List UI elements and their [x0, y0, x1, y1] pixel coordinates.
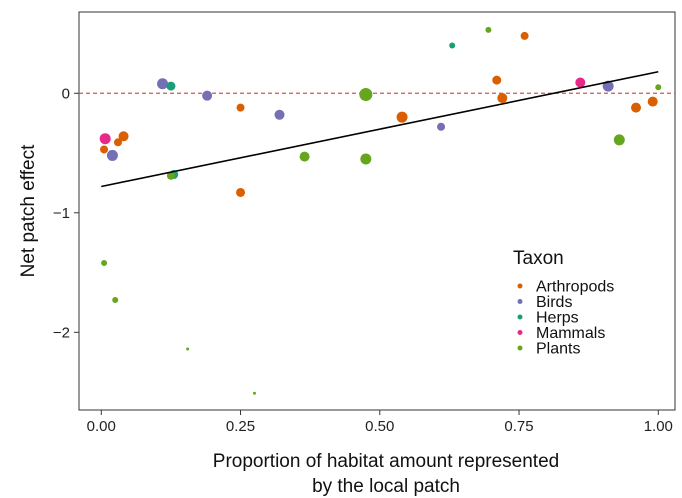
x-tick-label: 0.25: [226, 418, 255, 435]
x-tick-label: 1.00: [644, 418, 673, 435]
data-point-arthropods-1: [100, 145, 109, 154]
y-tick-label: 0: [62, 85, 70, 102]
points-layer: [99, 26, 662, 395]
data-point-plants-4: [186, 347, 190, 351]
data-point-arthropods-9: [520, 31, 529, 40]
legend-key-marker: [517, 314, 523, 320]
legend-label: Arthropods: [536, 279, 614, 296]
legend-item-mammals: Mammals: [517, 325, 605, 342]
data-point-arthropods-2: [113, 138, 122, 147]
y-axis: −2 −1 0: [53, 85, 79, 341]
legend-key-marker: [517, 345, 523, 351]
regression-fit-line: [101, 70, 659, 188]
plot-panel: [78, 11, 676, 411]
legend-item-plants: Plants: [517, 341, 580, 358]
data-point-herps-1: [166, 81, 176, 91]
data-point-birds-2: [157, 78, 169, 90]
legend-key-marker: [517, 283, 523, 289]
data-point-plants-10: [613, 134, 625, 146]
x-axis-title-line-2: by the local patch: [312, 476, 460, 497]
data-point-plants-6: [299, 151, 310, 162]
data-point-plants-3: [166, 171, 175, 180]
legend-label: Mammals: [536, 325, 605, 342]
data-point-birds-4: [274, 109, 285, 120]
data-point-arthropods-4: [236, 103, 245, 112]
data-point-plants-7: [359, 87, 373, 101]
x-axis: 0.00 0.25 0.50 0.75 1.00: [87, 410, 673, 435]
data-point-arthropods-7: [492, 75, 502, 85]
legend-title: Taxon: [513, 248, 564, 269]
data-point-arthropods-10: [631, 102, 642, 113]
data-point-arthropods-6: [396, 111, 408, 123]
y-axis-title: Net patch effect: [18, 144, 39, 277]
x-tick-label: 0.00: [87, 418, 116, 435]
series-mammals: [99, 77, 586, 145]
legend-item-birds: Birds: [517, 294, 572, 311]
data-point-plants-2: [112, 297, 119, 304]
data-point-plants-9: [485, 26, 492, 33]
data-point-arthropods-3: [118, 131, 129, 142]
data-point-plants-5: [252, 391, 256, 395]
x-axis-title-line-1: Proportion of habitat amount represented: [213, 451, 559, 472]
data-point-plants-1: [101, 259, 108, 266]
data-point-plants-11: [655, 84, 662, 91]
data-point-arthropods-8: [497, 93, 508, 104]
data-point-birds-3: [202, 90, 213, 101]
data-point-arthropods-5: [236, 187, 246, 197]
series-arthropods: [100, 31, 658, 197]
x-tick-label: 0.50: [365, 418, 394, 435]
legend-key-marker: [517, 330, 523, 335]
fit-line-layer: [101, 70, 659, 188]
data-point-plants-8: [360, 153, 372, 165]
legend-label: Plants: [536, 341, 580, 358]
data-point-birds-5: [437, 122, 446, 131]
y-tick-label: −2: [53, 324, 70, 341]
legend-label: Herps: [536, 310, 579, 327]
y-tick-label: −1: [53, 205, 70, 222]
legend-item-arthropods: Arthropods: [517, 279, 614, 296]
legend-item-herps: Herps: [517, 310, 579, 327]
data-point-mammals-1: [99, 133, 111, 145]
data-point-herps-3: [449, 42, 456, 49]
legend-label: Birds: [536, 294, 572, 311]
data-point-arthropods-11: [647, 96, 658, 107]
data-point-mammals-2: [575, 77, 586, 88]
x-tick-label: 0.75: [504, 418, 533, 435]
series-birds: [106, 78, 614, 161]
series-plants: [101, 26, 662, 395]
legend-key-marker: [517, 299, 523, 304]
data-point-birds-1: [106, 149, 118, 161]
